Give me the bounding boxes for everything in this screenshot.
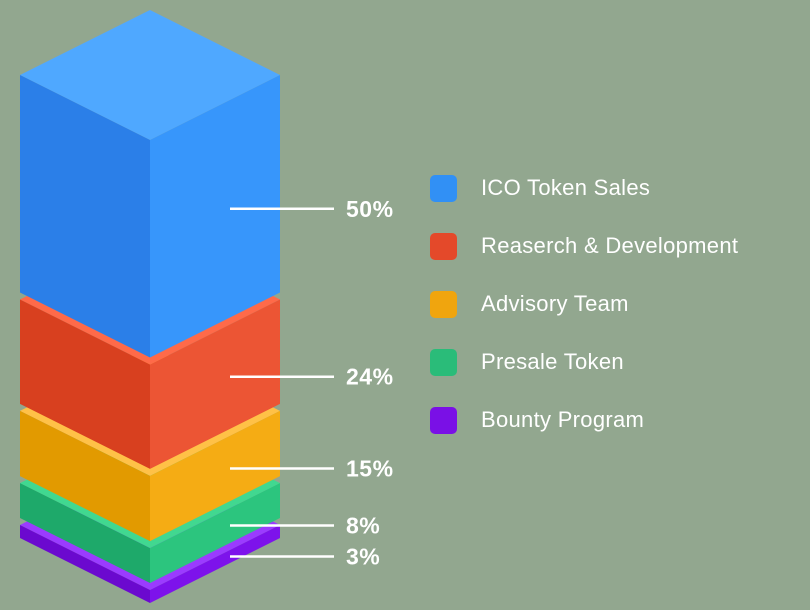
segment-left-face-presale-token [20, 483, 150, 583]
value-label-reaserch-and-development: 24% [346, 364, 394, 390]
value-label-presale-token: 8% [346, 513, 380, 539]
legend-item-reaserch-and-development: Reaserch & Development [430, 232, 738, 260]
legend-swatch-advisory-team [430, 290, 457, 318]
legend: ICO Token Sales Reaserch & Development A… [430, 174, 738, 434]
legend-label-advisory-team: Advisory Team [481, 291, 629, 316]
legend-swatch-bounty-program [430, 406, 457, 434]
legend-item-advisory-team: Advisory Team [430, 290, 738, 318]
legend-swatch-reaserch-and-development [430, 232, 457, 260]
legend-item-bounty-program: Bounty Program [430, 406, 738, 434]
legend-label-presale-token: Presale Token [481, 349, 624, 374]
legend-label-bounty-program: Bounty Program [481, 407, 645, 432]
segment-left-face-reaserch-and-development [20, 299, 150, 469]
value-label-ico-token-sales: 50% [346, 196, 394, 222]
legend-label-ico-token-sales: ICO Token Sales [481, 175, 651, 200]
value-label-bounty-program: 3% [346, 543, 380, 569]
segment-right-face-presale-token [150, 483, 280, 583]
legend-item-ico-token-sales: ICO Token Sales [430, 174, 738, 202]
segment-right-face-reaserch-and-development [150, 299, 280, 469]
legend-swatch-presale-token [430, 348, 457, 376]
legend-label-reaserch-and-development: Reaserch & Development [481, 233, 739, 258]
segment-left-face-bounty-program [20, 524, 150, 603]
segment-right-face-ico-token-sales [150, 75, 280, 358]
segment-left-face-ico-token-sales [20, 75, 150, 358]
legend-swatch-ico-token-sales [430, 174, 457, 202]
segment-right-face-bounty-program [150, 524, 280, 603]
segment-left-face-advisory-team [20, 410, 150, 542]
segment-right-face-advisory-team [150, 410, 280, 542]
legend-item-presale-token: Presale Token [430, 348, 738, 376]
value-label-advisory-team: 15% [346, 456, 394, 482]
